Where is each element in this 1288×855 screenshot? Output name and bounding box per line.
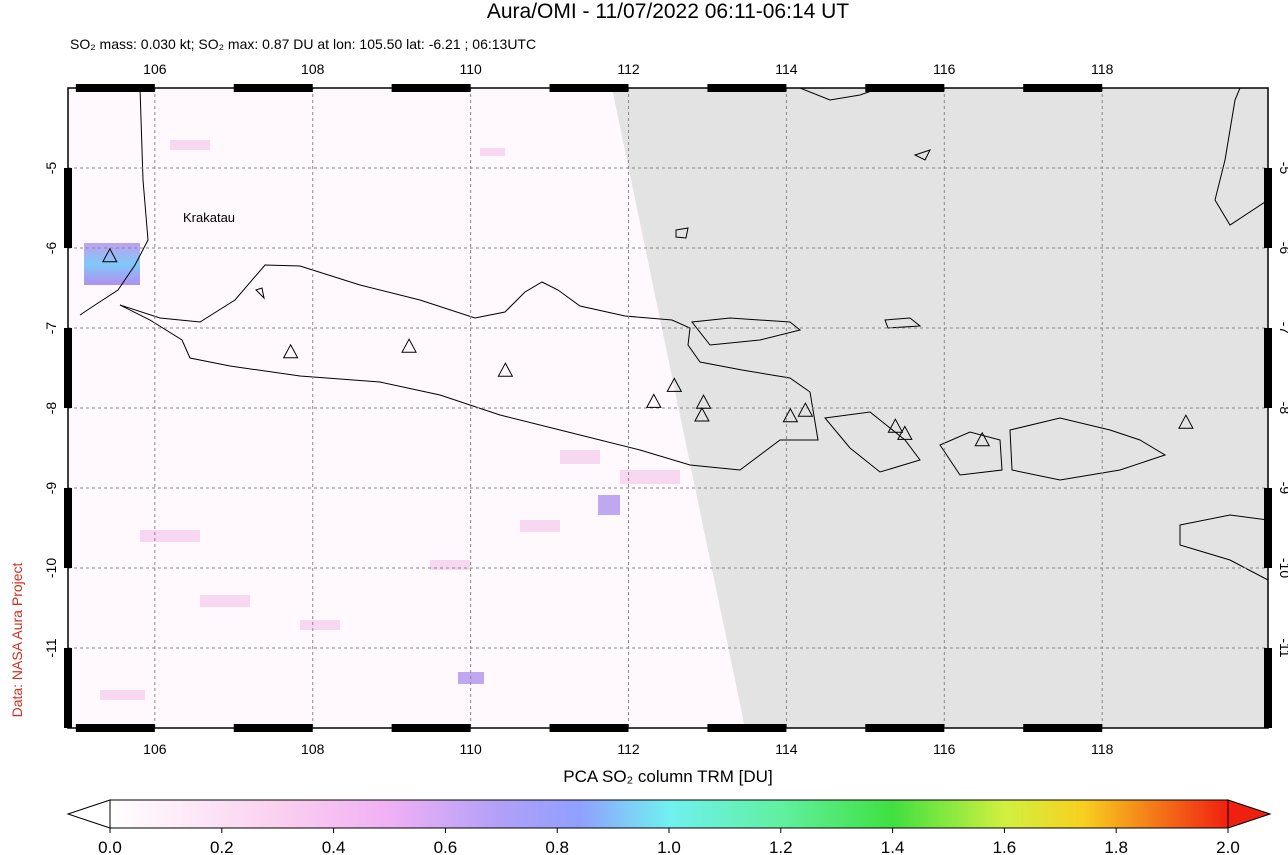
colorbar-tick-label: 1.4 bbox=[881, 838, 905, 855]
volcano bbox=[497, 362, 514, 377]
y-tick-label: -9 bbox=[43, 482, 59, 495]
place-label: Krakatau bbox=[183, 210, 235, 225]
tick-bar bbox=[1023, 84, 1103, 92]
y-tick-label: -6 bbox=[1277, 242, 1288, 255]
x-tick-label: 114 bbox=[775, 741, 798, 757]
tick-bar bbox=[75, 84, 155, 92]
colorbar-tick-label: 1.2 bbox=[769, 838, 793, 855]
x-tick-label: 114 bbox=[775, 61, 798, 77]
y-tick-label: -8 bbox=[43, 402, 59, 415]
x-tick-label: 108 bbox=[301, 741, 325, 757]
y-tick-label: -10 bbox=[43, 558, 59, 578]
tick-bar bbox=[549, 724, 629, 732]
x-tick-label: 110 bbox=[459, 741, 482, 757]
x-tick-label: 110 bbox=[459, 61, 482, 77]
volcano bbox=[401, 338, 417, 353]
tick-bar bbox=[1264, 328, 1272, 408]
volcano bbox=[102, 247, 118, 263]
y-tick-label: -5 bbox=[43, 162, 59, 175]
y-tick-label: -9 bbox=[1277, 482, 1288, 495]
tick-bar bbox=[1264, 648, 1272, 728]
tick-bar bbox=[391, 84, 471, 92]
y-tick-label: -8 bbox=[1277, 402, 1288, 415]
so2-pixels bbox=[100, 140, 680, 700]
volcano bbox=[695, 394, 712, 409]
y-tick-label: -10 bbox=[1277, 558, 1288, 578]
coastlines bbox=[79, 88, 1268, 581]
tick-bar bbox=[1264, 168, 1272, 248]
tick-bar bbox=[75, 724, 155, 732]
x-tick-label: 106 bbox=[143, 61, 167, 77]
colorbar-tick-label: 0.8 bbox=[545, 838, 569, 855]
volcano bbox=[797, 402, 814, 417]
colorbar bbox=[109, 799, 1229, 829]
tick-bar bbox=[1264, 488, 1272, 568]
axis-ticks: 106 106 108 108 110 110 112 112 114 114 116 116 118 1… bbox=[43, 61, 1288, 757]
colorbar-tick-label: 1.0 bbox=[657, 838, 681, 855]
map-body bbox=[68, 88, 1268, 728]
colorbar-tick-label: 0.6 bbox=[434, 838, 458, 855]
x-tick-label: 112 bbox=[617, 61, 640, 77]
tick-bar bbox=[865, 724, 945, 732]
colorbar-tick-label: 0.4 bbox=[322, 838, 346, 855]
volcano bbox=[782, 407, 799, 423]
colorbar-tick-label: 0.2 bbox=[210, 838, 234, 855]
tick-bar bbox=[707, 84, 787, 92]
x-tick-label: 116 bbox=[933, 61, 956, 77]
volcanoes bbox=[102, 247, 1194, 447]
x-tick-label: 118 bbox=[1091, 741, 1114, 757]
tick-bar bbox=[64, 648, 72, 728]
volcano bbox=[645, 393, 662, 408]
volcano bbox=[282, 343, 299, 359]
tick-bar bbox=[865, 84, 945, 92]
grid bbox=[68, 88, 1268, 728]
tick-bar bbox=[233, 84, 313, 92]
y-tick-label: -7 bbox=[1277, 322, 1288, 335]
x-tick-label: 106 bbox=[143, 741, 167, 757]
so2-pixel bbox=[598, 495, 620, 515]
colorbar-tick-label: 2.0 bbox=[1216, 838, 1240, 855]
tick-bar bbox=[1023, 724, 1103, 732]
colorbar-ticks: 0.0 0.2 0.4 0.6 0.8 1.0 1.2 1.4 1.6 1.8 2.0 bbox=[98, 828, 1240, 855]
x-tick-label: 116 bbox=[933, 741, 956, 757]
tick-bar bbox=[707, 724, 787, 732]
colorbar-tick-label: 0.0 bbox=[98, 838, 122, 855]
title: Aura/OMI - 11/07/2022 06:11-06:14 UT bbox=[487, 0, 849, 23]
credit: Data: NASA Aura Project bbox=[9, 562, 25, 717]
subtitle: SO₂ mass: 0.030 kt; SO₂ max: 0.87 DU at … bbox=[70, 36, 536, 52]
volcano bbox=[1178, 414, 1194, 429]
volcano bbox=[666, 377, 683, 392]
colorbar-label: PCA SO₂ column TRM [DU] bbox=[563, 767, 772, 786]
y-tick-label: -5 bbox=[1277, 162, 1288, 175]
x-tick-label: 112 bbox=[617, 741, 640, 757]
y-tick-label: -11 bbox=[43, 638, 59, 657]
colorbar-tick-label: 1.8 bbox=[1104, 838, 1128, 855]
volcano bbox=[887, 418, 904, 433]
tick-bar bbox=[64, 488, 72, 568]
tick-bar bbox=[233, 724, 313, 732]
y-tick-label: -11 bbox=[1277, 638, 1288, 657]
y-tick-label: -7 bbox=[43, 322, 59, 335]
volcano bbox=[694, 406, 710, 422]
volcano bbox=[974, 431, 991, 447]
tick-bar bbox=[391, 724, 471, 732]
colorbar-tick-label: 1.6 bbox=[993, 838, 1017, 855]
tick-bar bbox=[64, 328, 72, 408]
y-tick-label: -6 bbox=[43, 242, 59, 255]
x-tick-label: 108 bbox=[301, 61, 325, 77]
colorbar-over bbox=[1227, 799, 1272, 829]
tick-bar bbox=[64, 168, 72, 248]
volcano bbox=[897, 425, 913, 440]
colorbar-under bbox=[66, 799, 111, 829]
tick-bar bbox=[549, 84, 629, 92]
so2-plume bbox=[84, 243, 140, 285]
x-tick-label: 118 bbox=[1091, 61, 1114, 77]
